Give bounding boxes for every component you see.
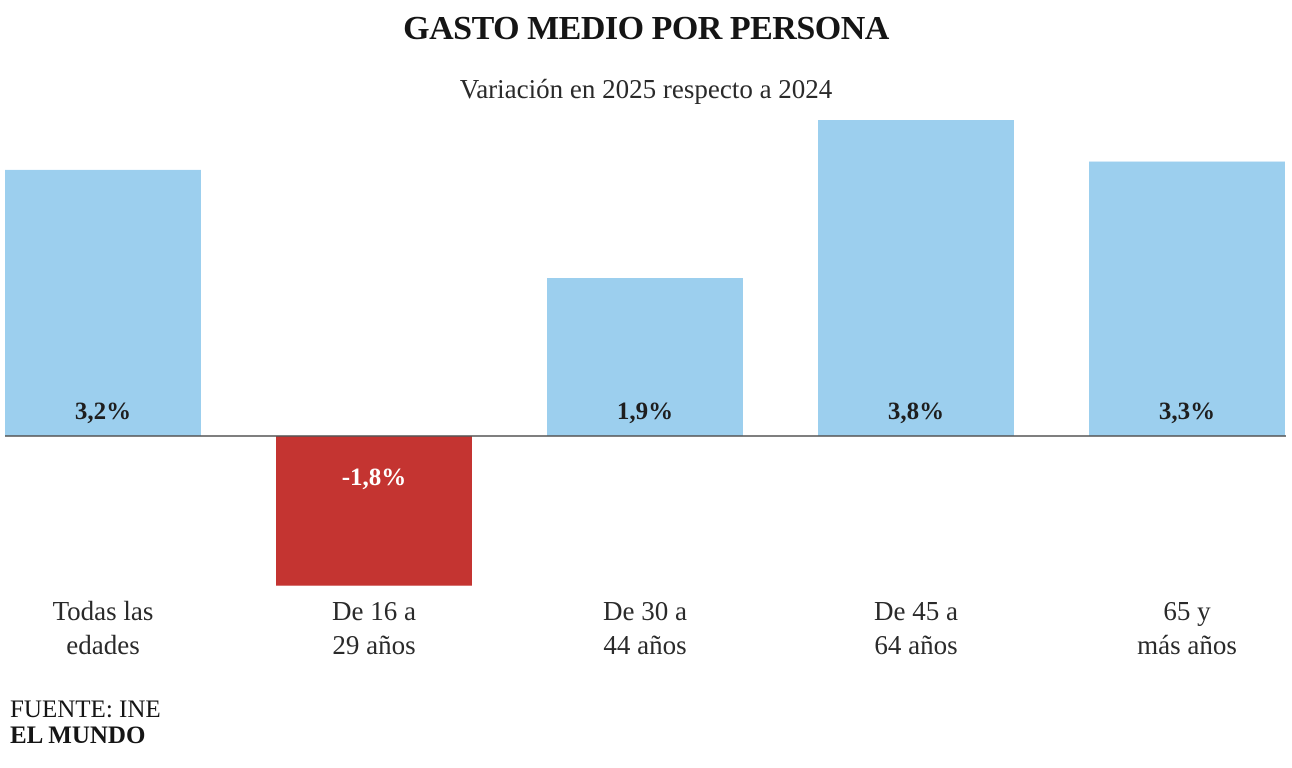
publisher-brand: EL MUNDO xyxy=(10,722,146,749)
category-label-line: 64 años xyxy=(874,630,957,660)
category-label-line: De 16 a xyxy=(332,596,416,626)
category-label-2: De 16 a 29 años xyxy=(332,596,416,660)
bar-5 xyxy=(1089,161,1285,436)
bar-4 xyxy=(818,120,1014,436)
chart-title: GASTO MEDIO POR PERSONA xyxy=(403,10,889,47)
category-label-4: De 45 a 64 años xyxy=(874,596,958,660)
source-note: FUENTE: INE xyxy=(10,696,161,723)
category-label-1: Todas las edades xyxy=(53,596,154,660)
category-label-line: más años xyxy=(1137,630,1237,660)
category-label-line: De 30 a xyxy=(603,596,687,626)
category-label-line: De 45 a xyxy=(874,596,958,626)
value-label-3: 1,9% xyxy=(617,398,673,425)
category-label-line: Todas las xyxy=(53,596,154,626)
chart-subtitle: Variación en 2025 respecto a 2024 xyxy=(459,74,833,104)
value-label-5: 3,3% xyxy=(1159,398,1215,425)
value-label-4: 3,8% xyxy=(888,398,944,425)
category-label-line: 65 y xyxy=(1163,596,1211,626)
bar-2 xyxy=(276,436,472,586)
value-label-1: 3,2% xyxy=(75,398,131,425)
category-label-line: 44 años xyxy=(603,630,686,660)
bar-1 xyxy=(5,169,201,437)
category-label-line: edades xyxy=(66,630,139,660)
category-label-line: 29 años xyxy=(332,630,415,660)
value-label-2: -1,8% xyxy=(342,464,407,491)
category-label-3: De 30 a 44 años xyxy=(603,596,687,660)
bar-3 xyxy=(547,278,743,436)
category-label-5: 65 y más años xyxy=(1137,596,1237,660)
